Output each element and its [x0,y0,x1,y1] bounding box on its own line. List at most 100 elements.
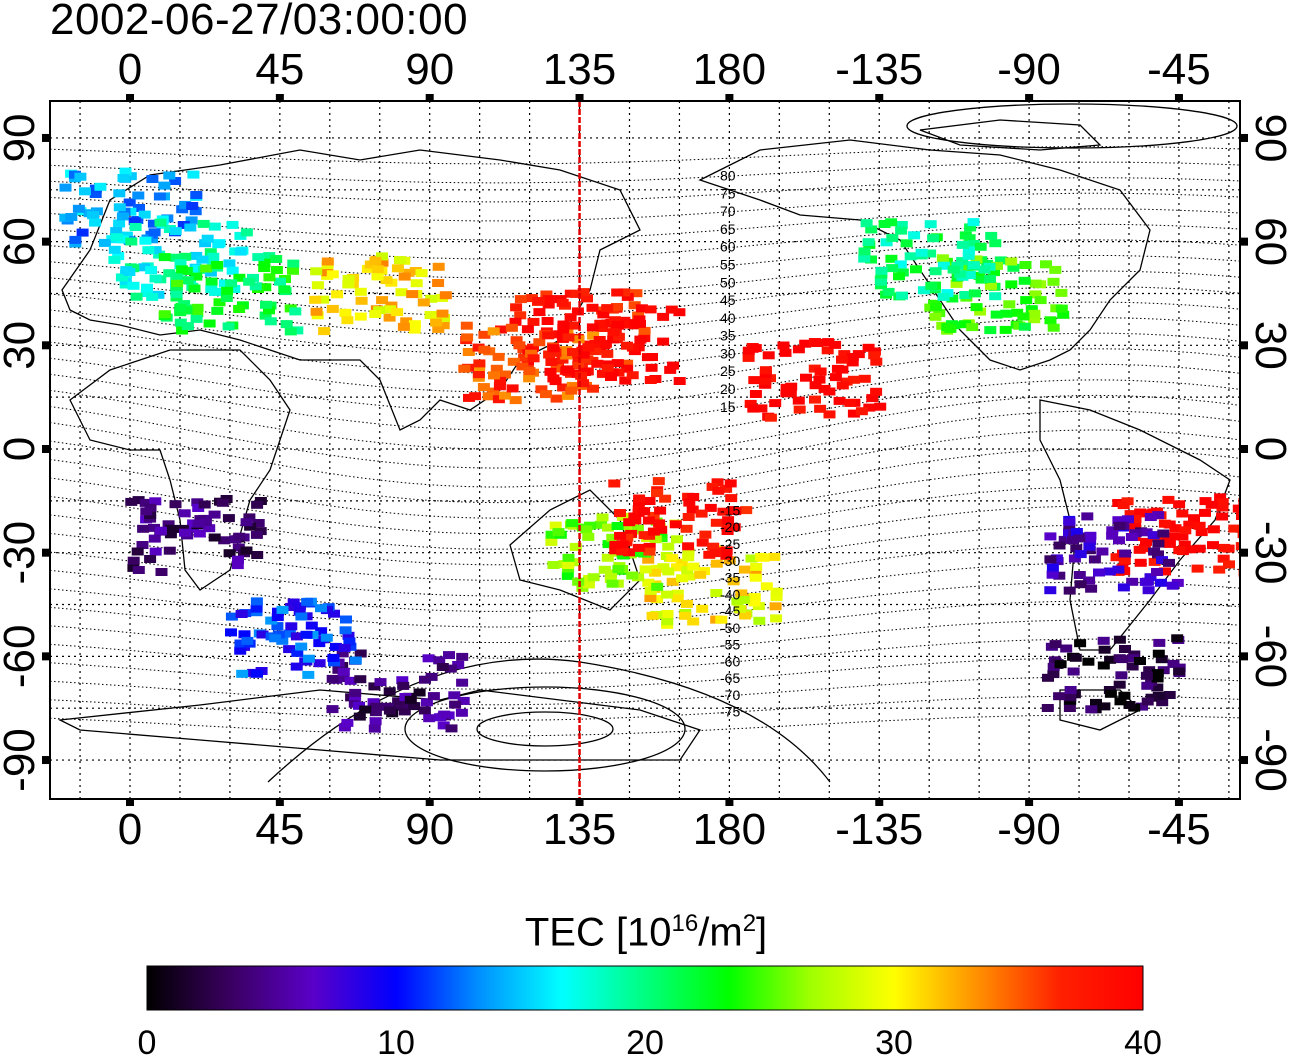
tec-cell [633,494,646,503]
tec-cell [225,612,238,621]
tec-cell [371,265,384,274]
tec-cell [1049,265,1062,274]
tec-cell [569,542,582,551]
tec-cell [1151,669,1164,678]
tec-cell [295,642,308,651]
tec-cell [760,582,773,591]
tec-cell [1139,577,1152,586]
tec-cell [661,617,674,626]
tec-cell [341,718,354,727]
tec-cell [419,675,431,684]
contour-label: -35 [720,570,740,586]
tec-cell [302,654,315,663]
colorbar-ticks: 0 10 20 30 40 [138,1024,1162,1057]
tec-cell [313,639,326,648]
tec-cell [1085,584,1098,593]
contour-label: -40 [720,586,740,602]
lon-label-bottom: 135 [543,805,616,854]
tec-cell [326,674,339,683]
tec-cell [1063,586,1076,595]
tec-cell [644,594,657,603]
tec-cell [543,350,556,359]
tec-cell [572,335,585,344]
tec-cell [1124,510,1137,519]
tec-cell [655,525,668,534]
tec-cell [1214,493,1227,502]
tec-cell [532,297,545,305]
tec-cell [132,566,145,574]
tec-cell [145,266,158,275]
tec-cell [586,303,599,312]
tec-cell [349,656,362,665]
contour-line [50,429,1240,504]
tec-cell [123,268,136,276]
tec-cell [176,326,189,335]
tec-cell [139,236,152,245]
tec-cell [621,359,634,368]
tec-cell [251,669,263,678]
tec-cell [123,198,136,207]
tec-cell [704,503,717,512]
tec-cell [188,284,201,293]
tec-cell [130,292,143,301]
tec-cell [925,281,938,290]
tec-cell [607,328,620,337]
tec-cell [1193,544,1206,553]
tec-cell [646,611,659,620]
contour-label: 40 [720,310,736,326]
tec-cell [745,554,758,563]
tec-cell [547,344,560,353]
contour-label: 45 [720,292,736,308]
tec-cell [1143,666,1156,675]
tec-cell [549,521,562,530]
tec-cell [289,307,302,316]
tec-cell [1232,504,1240,513]
tec-cell [1171,634,1184,643]
tec-cell [917,286,930,295]
tec-cell [729,507,742,516]
tec-cell [328,609,340,618]
tec-cell [162,520,175,529]
figure-title: 2002-06-27/03:00:00 [50,0,469,44]
tec-cell [962,251,975,260]
tec-cell [671,589,684,598]
lat-label-right: -60 [1246,625,1292,689]
tec-cell [516,362,529,371]
tec-cell [343,637,356,646]
contour-label: -75 [720,704,740,720]
tec-cell [587,384,599,393]
tec-cell [329,642,342,651]
tec-cell [236,669,249,678]
tec-cell [444,664,457,673]
tec-cell [1097,636,1110,645]
tec-cell [514,295,527,304]
tec-cell [498,370,511,379]
tec-cell [458,364,471,373]
tick-top [725,94,734,102]
tec-cell [125,497,138,506]
tec-cell [311,281,324,290]
tec-cell [425,294,438,303]
tec-cell [344,676,357,685]
tec-cell [1020,296,1033,305]
tec-cell [846,358,859,367]
tec-cell [138,210,151,219]
tec-cell [283,645,296,654]
tec-cell [1218,543,1231,552]
tick-right [1240,237,1248,246]
tec-cell [293,607,306,616]
tec-cell [535,385,548,394]
lon-label-top: 0 [118,45,142,94]
tec-cell [651,582,664,591]
tick-bottom [575,798,584,806]
tec-cell [964,223,977,232]
tec-cell [72,204,85,213]
tec-cell [653,519,666,528]
tec-cell [492,395,505,404]
tec-cell [1152,691,1165,700]
tec-cell [836,381,849,390]
tec-cell [1093,568,1105,577]
tec-cell [846,353,859,361]
lon-label-bottom: -45 [1147,805,1211,854]
